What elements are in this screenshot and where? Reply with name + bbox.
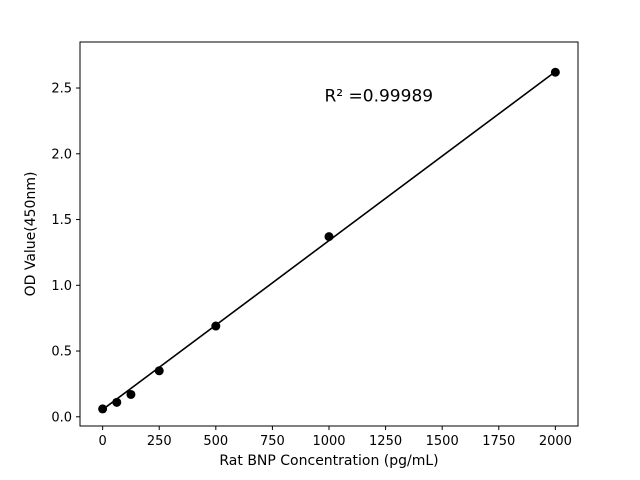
x-tick-label: 2000 [539,434,572,449]
data-point [98,404,108,414]
data-point [112,397,122,407]
y-tick-label: 0.5 [51,345,72,360]
data-point [550,67,560,77]
y-tick-label: 1.0 [51,279,72,294]
y-axis-label: OD Value(450nm) [23,172,39,297]
x-tick-label: 1750 [482,434,515,449]
x-tick-label: 1250 [369,434,402,449]
x-tick-label: 1000 [312,434,345,449]
data-point [126,389,136,399]
y-tick-label: 0.0 [51,410,72,425]
y-tick-label: 2.5 [51,82,72,97]
x-tick-label: 0 [98,434,106,449]
x-tick-label: 1500 [426,434,459,449]
data-point [211,321,221,331]
y-tick-label: 1.5 [51,213,72,228]
x-tick-label: 500 [203,434,228,449]
data-point [324,232,334,242]
r-squared-annotation: R² =0.99989 [325,87,434,107]
x-axis-label: Rat BNP Concentration (pg/mL) [219,453,438,469]
data-point [154,366,164,376]
x-tick-label: 250 [147,434,172,449]
x-tick-label: 750 [260,434,285,449]
y-tick-label: 2.0 [51,147,72,162]
